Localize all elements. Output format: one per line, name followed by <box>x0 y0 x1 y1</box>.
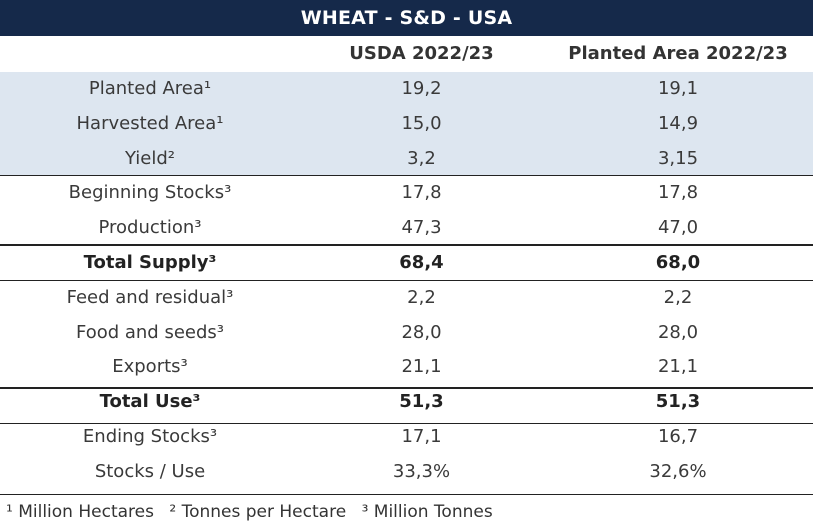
section-divider <box>0 175 813 176</box>
table-bottom-rule <box>0 494 813 495</box>
table-row: Exports³ 21,1 21,1 <box>0 350 813 385</box>
row-label: Food and seeds³ <box>75 321 225 343</box>
footnote-hectares: ¹ Million Hectares <box>6 502 154 522</box>
usda-value: 21,1 <box>401 356 442 378</box>
total-supply-top-rule <box>0 244 813 246</box>
row-label: Total Use³ <box>99 391 201 413</box>
column-header-row: USDA 2022/23 Planted Area 2022/23 <box>0 36 813 72</box>
row-label: Production³ <box>98 217 202 239</box>
table-title: WHEAT - S&D - USA <box>0 0 813 36</box>
row-label: Exports³ <box>112 356 188 378</box>
planted-area-value: 32,6% <box>649 460 707 482</box>
planted-area-value: 17,8 <box>657 182 699 204</box>
row-label: Beginning Stocks³ <box>68 182 232 204</box>
planted-area-value: 16,7 <box>657 425 699 447</box>
usda-value: 47,3 <box>401 217 442 239</box>
planted-area-value: 68,0 <box>655 251 701 273</box>
table-row: Harvested Area¹ 15,0 14,9 <box>0 107 813 142</box>
row-label: Harvested Area¹ <box>76 112 224 134</box>
column-header-planted-area: Planted Area 2022/23 <box>568 43 788 64</box>
footnote-tonnes-per-hectare: ² Tonnes per Hectare <box>169 502 347 522</box>
footnote-tonnes: ³ Million Tonnes <box>361 502 493 522</box>
planted-area-value: 19,1 <box>657 78 699 99</box>
row-label: Planted Area¹ <box>88 78 212 99</box>
row-label: Stocks / Use <box>94 460 206 482</box>
row-label: Total Supply³ <box>83 251 217 273</box>
planted-area-value: 3,15 <box>657 147 699 169</box>
usda-value: 51,3 <box>399 391 444 413</box>
usda-value: 68,4 <box>399 251 444 273</box>
table-row: Beginning Stocks³ 17,8 17,8 <box>0 176 813 211</box>
table-row: Yield² 3,2 3,15 <box>0 142 813 177</box>
table-row-total-supply: Total Supply³ 68,4 68,0 <box>0 246 813 281</box>
footnote-line: ¹ Million Hectares ² Tonnes per Hectare … <box>6 497 503 527</box>
usda-value: 28,0 <box>401 321 442 343</box>
row-label: Yield² <box>124 147 176 169</box>
table-row: Food and seeds³ 28,0 28,0 <box>0 316 813 351</box>
column-header-label <box>0 36 300 72</box>
usda-value: 17,8 <box>401 182 442 204</box>
row-label: Feed and residual³ <box>66 286 234 308</box>
planted-area-value: 21,1 <box>657 356 699 378</box>
row-label: Ending Stocks³ <box>82 425 218 447</box>
column-header-usda: USDA 2022/23 <box>349 43 494 64</box>
table-row: Planted Area¹ 19,2 19,1 <box>0 72 813 107</box>
usda-value: 3,2 <box>407 147 436 169</box>
planted-area-value: 14,9 <box>657 112 699 134</box>
area-section-shading <box>0 72 813 175</box>
table-row: Production³ 47,3 47,0 <box>0 211 813 246</box>
total-use-top-rule <box>0 387 813 389</box>
table-row-total-use: Total Use³ 51,3 51,3 <box>0 385 813 420</box>
planted-area-value: 51,3 <box>655 391 701 413</box>
planted-area-value: 47,0 <box>657 217 699 239</box>
usda-value: 17,1 <box>401 425 442 447</box>
total-use-bottom-rule <box>0 423 813 424</box>
table-row: Ending Stocks³ 17,1 16,7 <box>0 420 813 455</box>
usda-value: 15,0 <box>401 112 442 134</box>
table-body: Planted Area¹ 19,2 19,1 Harvested Area¹ … <box>0 72 813 490</box>
total-supply-bottom-rule <box>0 280 813 281</box>
planted-area-value: 28,0 <box>657 321 699 343</box>
planted-area-value: 2,2 <box>663 286 693 308</box>
table-row: Stocks / Use 33,3% 32,6% <box>0 455 813 490</box>
usda-value: 33,3% <box>392 460 451 482</box>
usda-value: 19,2 <box>401 78 442 99</box>
table-row: Feed and residual³ 2,2 2,2 <box>0 281 813 316</box>
usda-value: 2,2 <box>407 286 436 308</box>
